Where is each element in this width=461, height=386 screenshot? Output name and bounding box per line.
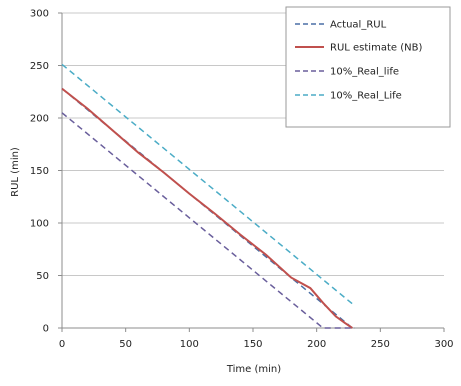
y-tick-label-50: 50 <box>36 271 49 282</box>
y-tick-label-0: 0 <box>43 324 49 335</box>
x-axis-title: Time (min) <box>226 364 281 375</box>
x-tick-label-300: 300 <box>434 339 453 350</box>
legend-label-rul-estimate-nb-1: RUL estimate (NB) <box>330 43 422 54</box>
y-tick-label-100: 100 <box>30 219 49 230</box>
legend-label-10-real-life-3: 10%_Real_Life <box>330 91 402 102</box>
y-tick-label-200: 200 <box>30 114 49 125</box>
x-tick-label-100: 100 <box>180 339 199 350</box>
legend-label-10-real-life-2: 10%_Real_life <box>330 67 399 78</box>
y-tick-label-150: 150 <box>30 166 49 177</box>
x-tick-label-250: 250 <box>371 339 390 350</box>
legend-label-actual-rul-0: Actual_RUL <box>330 20 387 31</box>
x-tick-label-50: 50 <box>119 339 132 350</box>
y-tick-label-250: 250 <box>30 61 49 72</box>
legend: Actual_RUL RUL estimate (NB) 10%_Real_life… <box>286 7 450 127</box>
x-tick-label-150: 150 <box>243 339 262 350</box>
x-tick-label-0: 0 <box>59 339 65 350</box>
x-tick-label-200: 200 <box>307 339 326 350</box>
y-tick-label-300: 300 <box>30 9 49 20</box>
y-axis-title: RUL (min) <box>10 147 21 197</box>
